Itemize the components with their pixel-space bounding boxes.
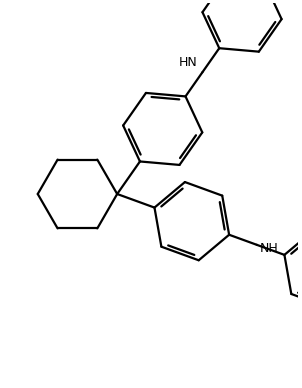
Text: HN: HN	[179, 56, 198, 69]
Text: NH: NH	[260, 242, 278, 255]
